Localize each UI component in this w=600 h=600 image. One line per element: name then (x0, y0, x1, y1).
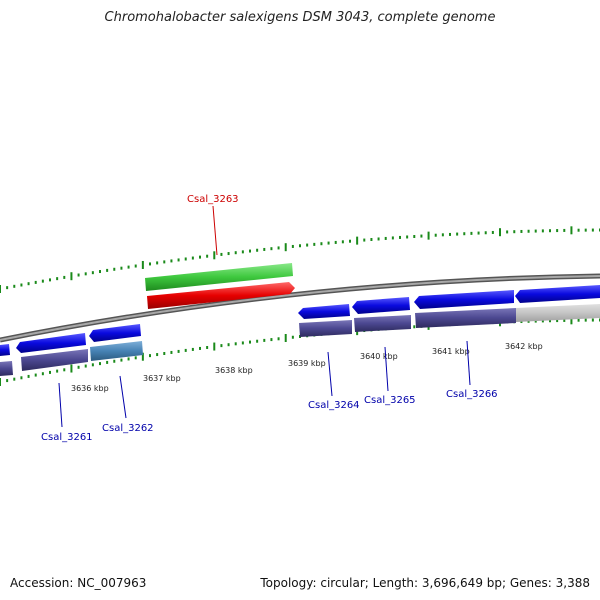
gene-csal-3262[interactable] (89, 324, 143, 361)
outer-tick-track (0, 226, 600, 293)
map-title: Chromohalobacter salexigens DSM 3043, co… (104, 10, 496, 25)
gene-label-csal-3264[interactable]: Csal_3264 (308, 400, 360, 411)
csal-3263-forward-feature (145, 263, 293, 291)
scale-labels: 3636 kbp 3637 kbp 3638 kbp 3639 kbp 3640… (71, 342, 543, 393)
gene-partial-left[interactable] (0, 344, 13, 376)
gene-partial-right[interactable] (515, 285, 600, 322)
tick-label-3640: 3640 kbp (360, 352, 398, 361)
accession-text: Accession: NC_007963 (10, 576, 147, 590)
gene-leader-lines (58, 205, 471, 428)
gene-csal-3261[interactable] (16, 333, 88, 371)
gene-csal-3266[interactable] (414, 290, 516, 328)
gene-label-csal-3263[interactable]: Csal_3263 (187, 194, 239, 205)
genome-summary-text: Topology: circular; Length: 3,696,649 bp… (260, 576, 590, 590)
tick-label-3641: 3641 kbp (432, 347, 470, 356)
tick-label-3636: 3636 kbp (71, 384, 109, 393)
gene-label-csal-3262[interactable]: Csal_3262 (102, 423, 154, 434)
gene-csal-3264[interactable] (298, 304, 352, 337)
gene-label-csal-3266[interactable]: Csal_3266 (446, 389, 498, 400)
tick-label-3637: 3637 kbp (143, 374, 181, 383)
gene-csal-3263[interactable] (145, 263, 295, 309)
tick-label-3638: 3638 kbp (215, 366, 253, 375)
tick-label-3642: 3642 kbp (505, 342, 543, 351)
gene-label-csal-3265[interactable]: Csal_3265 (364, 395, 416, 406)
gene-csal-3265[interactable] (352, 297, 411, 332)
tick-label-3639: 3639 kbp (288, 359, 326, 368)
gene-label-csal-3261[interactable]: Csal_3261 (41, 432, 93, 443)
csal-3263-red-feature (147, 282, 295, 309)
